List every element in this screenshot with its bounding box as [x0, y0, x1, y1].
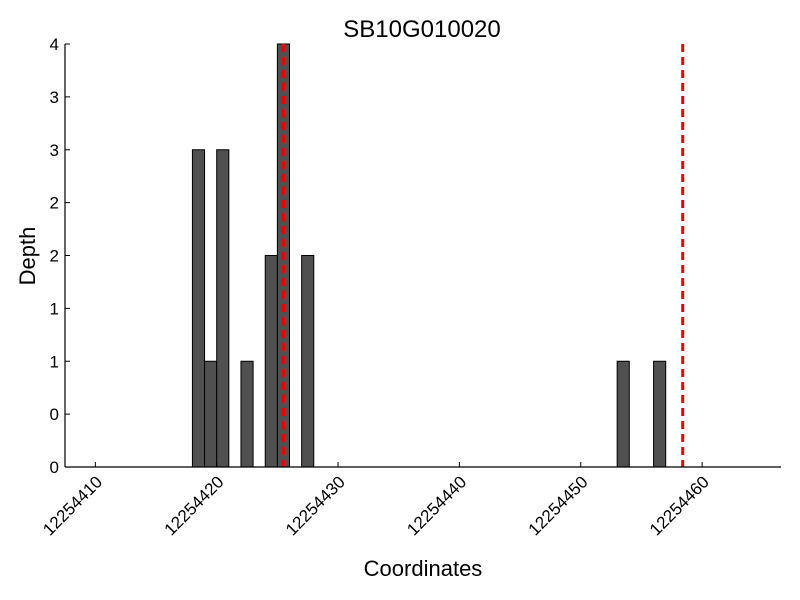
- x-ticks-layer: 12254410 12254420 12254430 12254440 12254450…: [39, 462, 713, 539]
- bar: [301, 255, 315, 468]
- bars-layer: [191, 43, 667, 468]
- y-tick-label: 2: [50, 247, 59, 266]
- y-tick-label: 3: [50, 141, 59, 160]
- bar: [216, 149, 230, 468]
- x-tick-label: 12254410: [39, 472, 106, 539]
- y-ticks-layer: 0 0 1 1 2 2 3 3 4: [50, 35, 70, 477]
- y-tick-label: 1: [50, 299, 59, 318]
- x-tick-label: 12254420: [161, 472, 228, 539]
- y-axis-label: Depth: [15, 227, 40, 286]
- y-tick-label: 4: [50, 35, 59, 54]
- x-tick-label: 12254430: [282, 472, 349, 539]
- y-tick-label: 1: [50, 352, 59, 371]
- bar: [653, 360, 667, 468]
- y-tick-label: 3: [50, 88, 59, 107]
- y-tick-label: 2: [50, 194, 59, 213]
- y-tick-label: 0: [50, 405, 59, 424]
- y-tick-label: 0: [50, 458, 59, 477]
- bar: [240, 360, 254, 468]
- bar: [264, 255, 278, 468]
- x-tick-label: 12254450: [525, 472, 592, 539]
- bar: [204, 360, 218, 468]
- x-tick-label: 12254440: [403, 472, 470, 539]
- chart-title: SB10G010020: [343, 16, 500, 43]
- x-tick-label: 12254460: [646, 472, 713, 539]
- axes-layer: [64, 44, 781, 468]
- bar: [191, 149, 206, 468]
- bar: [616, 360, 630, 468]
- reference-lines-layer: [281, 44, 685, 467]
- x-axis-label: Coordinates: [364, 556, 483, 581]
